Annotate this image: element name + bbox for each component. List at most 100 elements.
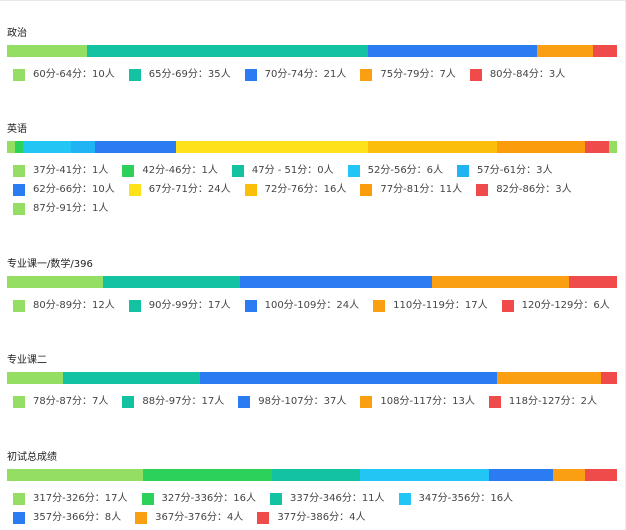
legend-item[interactable]: 100分-109分：24人 — [244, 299, 360, 312]
legend-item[interactable]: 37分-41分：1人 — [13, 164, 109, 177]
legend-item[interactable]: 337分-346分：11人 — [270, 492, 385, 505]
legend-row: 80分-89分：12人 90分-99分：17人 100分-109分：24人 110分-… — [13, 296, 617, 315]
legend-swatch — [476, 183, 489, 196]
legend-item[interactable]: 327分-336分：16人 — [141, 492, 256, 505]
legend-item[interactable]: 78分-87分：7人 — [13, 395, 108, 408]
bar-segment[interactable] — [432, 276, 569, 288]
legend-swatch — [347, 164, 360, 177]
bar-segment[interactable] — [584, 141, 609, 153]
bar-segment[interactable] — [568, 276, 617, 288]
bar-segment[interactable] — [488, 469, 553, 481]
legend-item[interactable]: 57分-61分：3人 — [457, 164, 553, 177]
bar-segment[interactable] — [496, 141, 585, 153]
legend-item[interactable]: 67分-71分：24人 — [128, 183, 231, 196]
bar-segment[interactable] — [7, 469, 144, 481]
legend-item[interactable]: 42分-46分：1人 — [122, 164, 218, 177]
legend-item[interactable]: 347分-356分：16人 — [398, 492, 513, 505]
bar-segment[interactable] — [7, 276, 104, 288]
legend-item[interactable]: 52分-56分：6人 — [347, 164, 443, 177]
bar-segment[interactable] — [536, 45, 593, 57]
bar-segment[interactable] — [175, 141, 369, 153]
legend-item[interactable]: 357分-366分：8人 — [13, 511, 122, 524]
legend-swatch — [488, 395, 501, 408]
legend-item[interactable]: 87分-91分：1人 — [13, 202, 108, 215]
bar-segment[interactable] — [63, 372, 200, 384]
bar-segment[interactable] — [368, 141, 497, 153]
legend-item[interactable]: 77分-81分：11人 — [360, 183, 463, 196]
bar-segment[interactable] — [271, 469, 361, 481]
legend-label: 357分-366分：8人 — [33, 511, 122, 523]
legend-swatch — [244, 68, 257, 81]
bar-segment[interactable] — [552, 469, 585, 481]
bar-segment[interactable] — [87, 45, 369, 57]
legend-item[interactable]: 60分-64分：10人 — [13, 68, 115, 81]
legend-label: 337分-346分：11人 — [290, 492, 385, 504]
legend-row: 62分-66分：10人 67分-71分：24人 72分-76分：16人 77分-81分… — [13, 180, 617, 199]
bar-segment[interactable] — [592, 45, 617, 57]
bar-segment[interactable] — [496, 372, 601, 384]
legend-label: 377分-386分：4人 — [277, 511, 366, 523]
bar-segment[interactable] — [143, 469, 272, 481]
legend-item[interactable]: 75分-79分：7人 — [360, 68, 456, 81]
bar-segment[interactable] — [584, 469, 617, 481]
legend-swatch — [13, 164, 25, 177]
legend-item[interactable]: 110分-119分：17人 — [373, 299, 488, 312]
bar-segment[interactable] — [15, 141, 24, 153]
bar-segment[interactable] — [239, 276, 433, 288]
legend-row: 37分-41分：1人 42分-46分：1人 47分 - 51分：0人 52分-56分：… — [13, 161, 617, 180]
legend-item[interactable]: 98分-107分：37人 — [238, 395, 346, 408]
bar-segment[interactable] — [600, 372, 617, 384]
bar-segment[interactable] — [103, 276, 240, 288]
legend-item[interactable]: 367分-376分：4人 — [135, 511, 243, 524]
stacked-bar — [7, 45, 617, 57]
bar-segment[interactable] — [23, 141, 72, 153]
legend-label: 100分-109分：24人 — [264, 299, 360, 311]
legend-swatch — [231, 164, 244, 177]
legend-swatch — [244, 299, 257, 312]
legend-item[interactable]: 317分-326分：17人 — [13, 492, 128, 505]
legend-label: 57分-61分：3人 — [477, 164, 553, 176]
legend-label: 80分-84分：3人 — [489, 68, 566, 80]
legend-item[interactable]: 108分-117分：13人 — [360, 395, 475, 408]
legend-row: 357分-366分：8人 367分-376分：4人 377分-386分：4人 — [13, 508, 617, 527]
bar-segment[interactable] — [7, 141, 16, 153]
legend-item[interactable]: 80分-89分：12人 — [13, 299, 115, 312]
legend-swatch — [13, 299, 25, 312]
legend-label: 67分-71分：24人 — [148, 183, 231, 195]
bar-segment[interactable] — [71, 141, 96, 153]
legend-item[interactable]: 70分-74分：21人 — [244, 68, 347, 81]
legend-item[interactable]: 62分-66分：10人 — [13, 183, 115, 196]
legend-item[interactable]: 90分-99分：17人 — [128, 299, 231, 312]
legend-item[interactable]: 82分-86分：3人 — [476, 183, 572, 196]
chart-section: 专业课二 78分-87分：7人 88分-97分：17人 98分-107分：37人 108… — [7, 355, 617, 411]
bar-segment[interactable] — [7, 372, 64, 384]
legend-label: 37分-41分：1人 — [33, 164, 109, 176]
legend-swatch — [13, 511, 25, 524]
legend-item[interactable]: 65分-69分：35人 — [128, 68, 231, 81]
legend-item[interactable]: 47分 - 51分：0人 — [231, 164, 334, 177]
bar-segment[interactable] — [608, 141, 617, 153]
bar-segment[interactable] — [95, 141, 176, 153]
legend-item[interactable]: 88分-97分：17人 — [122, 395, 224, 408]
legend-label: 42分-46分：1人 — [142, 164, 218, 176]
bar-segment[interactable] — [368, 45, 537, 57]
legend-item[interactable]: 80分-84分：3人 — [469, 68, 566, 81]
legend-item[interactable]: 377分-386分：4人 — [257, 511, 366, 524]
legend: 78分-87分：7人 88分-97分：17人 98分-107分：37人 108分-11… — [13, 392, 617, 411]
legend-swatch — [360, 68, 373, 81]
legend-row: 60分-64分：10人 65分-69分：35人 70分-74分：21人 75分-79分… — [13, 65, 617, 84]
legend-label: 77分-81分：11人 — [380, 183, 463, 195]
legend-item[interactable]: 118分-127分：2人 — [488, 395, 597, 408]
legend-item[interactable]: 120分-129分：6人 — [501, 299, 610, 312]
legend-label: 110分-119分：17人 — [393, 299, 488, 311]
legend-label: 75分-79分：7人 — [380, 68, 456, 80]
legend-swatch — [457, 164, 470, 177]
legend-label: 80分-89分：12人 — [33, 299, 115, 311]
bar-segment[interactable] — [360, 469, 489, 481]
legend-swatch — [128, 183, 141, 196]
bar-segment[interactable] — [7, 45, 88, 57]
bar-segment[interactable] — [199, 372, 497, 384]
stacked-bar — [7, 276, 617, 288]
legend-item[interactable]: 72分-76分：16人 — [244, 183, 346, 196]
legend-label: 70分-74分：21人 — [264, 68, 347, 80]
